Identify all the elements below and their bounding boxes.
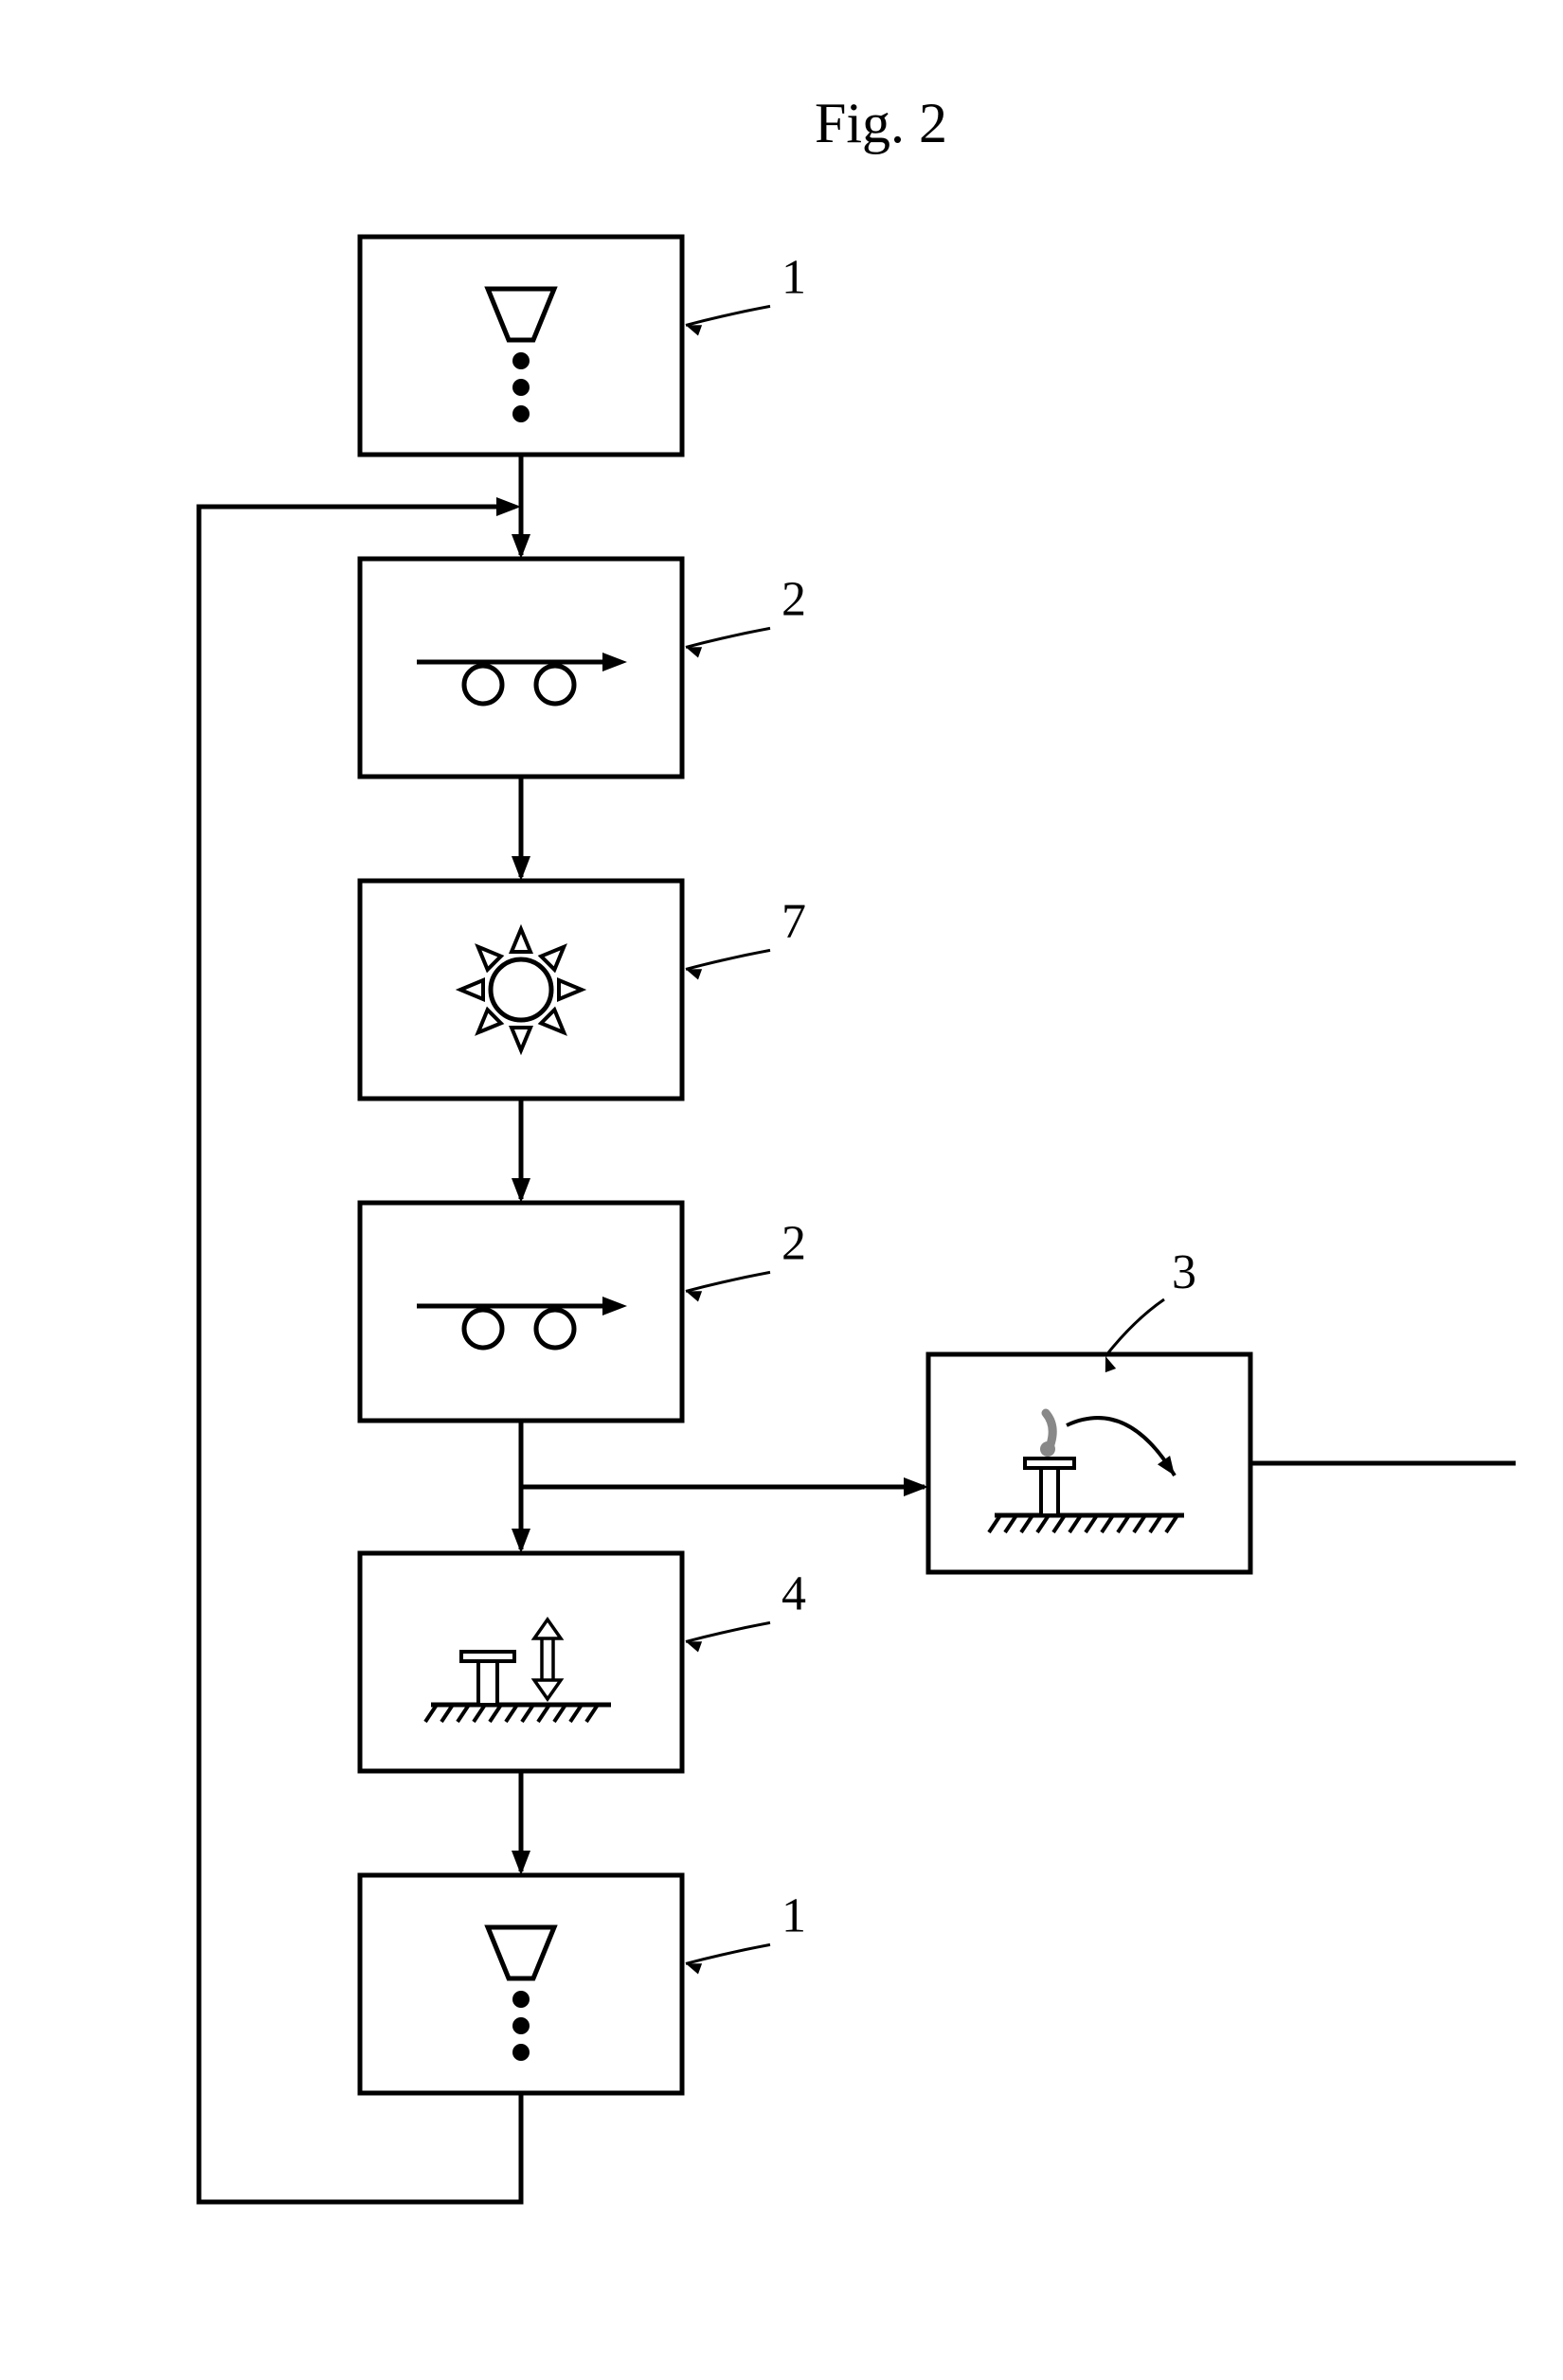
box-b4: 4 [360, 1553, 806, 1771]
label-b2: 2 [782, 572, 806, 626]
label-b1: 1 [782, 250, 806, 304]
label-b7: 7 [782, 894, 806, 948]
box-b2: 2 [360, 559, 806, 777]
box-b2b: 2 [360, 1203, 806, 1421]
box-b7: 7 [360, 881, 806, 1099]
box-b1: 1 [360, 237, 806, 455]
label-b3: 3 [1172, 1245, 1196, 1299]
figure-title: Fig. 2 [815, 92, 947, 154]
box-b3: 3 [928, 1245, 1250, 1572]
label-b4: 4 [782, 1566, 806, 1620]
box-b1b: 1 [360, 1875, 806, 2093]
label-b2b: 2 [782, 1216, 806, 1270]
label-b1b: 1 [782, 1888, 806, 1942]
